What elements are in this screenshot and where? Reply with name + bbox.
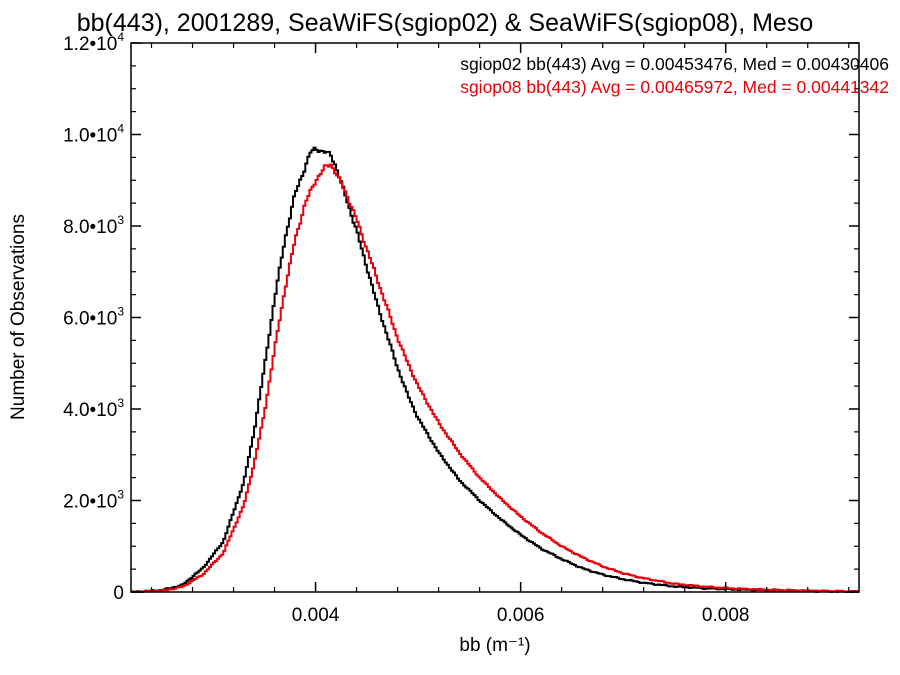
y-tick-label: 1.0•104: [63, 122, 124, 147]
y-tick-label: 8.0•103: [63, 213, 124, 238]
series-sgiop02-line: [131, 146, 859, 593]
y-axis: 0 2.0•103 4.0•103 6.0•103 8.0•103 1.0•104 1.2•…: [63, 30, 859, 604]
x-tick-label: 0.006: [497, 605, 545, 626]
y-tick-label: 6.0•103: [63, 305, 124, 330]
y-tick-label: 1.2•104: [63, 30, 124, 55]
plot-frame: [130, 42, 860, 593]
x-tick-label: 0.008: [702, 605, 750, 626]
legend-entry-sgiop08: sgiop08 bb(443) Avg = 0.00465972, Med = …: [460, 77, 889, 97]
chart-title: bb(443), 2001289, SeaWiFS(sgiop02) & Sea…: [77, 9, 813, 37]
x-axis: 0.004 0.006 0.008: [150, 43, 850, 626]
legend-entry-sgiop02: sgiop02 bb(443) Avg = 0.00453476, Med = …: [460, 54, 889, 74]
x-tick-label: 0.004: [292, 605, 340, 626]
series-group: [131, 146, 859, 593]
x-axis-label: bb (m⁻¹): [459, 635, 530, 656]
legend: sgiop02 bb(443) Avg = 0.00453476, Med = …: [460, 54, 889, 97]
y-tick-label: 2.0•103: [63, 488, 124, 513]
series-sgiop08-line: [131, 163, 859, 593]
y-axis-label: Number of Observations: [8, 214, 29, 420]
y-tick-label: 0: [113, 583, 124, 604]
y-tick-label: 4.0•103: [63, 396, 124, 421]
